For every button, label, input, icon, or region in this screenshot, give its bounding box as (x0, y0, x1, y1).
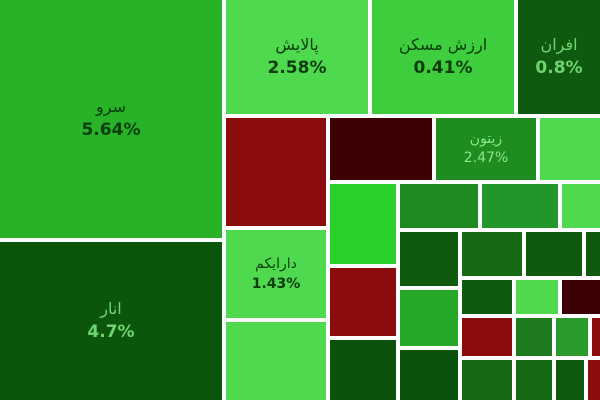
tile-name: زیتون (469, 131, 503, 147)
tile[interactable] (462, 318, 512, 356)
tile[interactable] (462, 280, 512, 314)
tile[interactable] (330, 184, 396, 264)
tile[interactable]: انار 4.7% (0, 242, 222, 400)
tile[interactable] (586, 232, 600, 276)
tile[interactable] (540, 118, 600, 180)
tile[interactable] (462, 360, 512, 400)
tile[interactable] (400, 184, 478, 228)
tile-name: افران (540, 35, 578, 54)
tile[interactable] (330, 340, 396, 400)
tile[interactable]: زیتون 2.47% (436, 118, 536, 180)
tile[interactable]: سرو 5.64% (0, 0, 222, 238)
tile-name: پالایش (275, 35, 319, 54)
tile[interactable] (516, 280, 558, 314)
tile-change: 0.8% (535, 58, 583, 78)
tile-name: سرو (96, 97, 126, 116)
tile[interactable] (516, 318, 552, 356)
tile[interactable] (330, 268, 396, 336)
tile[interactable] (562, 280, 600, 314)
tile-name: دارایکم (255, 256, 297, 272)
tile[interactable] (226, 322, 326, 400)
tile-change: 0.41% (413, 58, 473, 78)
tile[interactable] (226, 118, 326, 226)
tile[interactable] (562, 184, 600, 228)
tile-change: 1.43% (251, 276, 301, 292)
tile[interactable]: دارایکم 1.43% (226, 230, 326, 318)
tile[interactable] (330, 118, 432, 180)
tile[interactable]: پالایش 2.58% (226, 0, 368, 114)
tile-change: 4.7% (87, 322, 135, 342)
tile[interactable] (556, 360, 584, 400)
tile[interactable]: ارزش مسکن 0.41% (372, 0, 514, 114)
tile[interactable] (400, 290, 458, 346)
tile[interactable] (482, 184, 558, 228)
tile-name: انار (100, 299, 122, 318)
tile[interactable] (400, 232, 458, 286)
tile[interactable] (400, 350, 458, 400)
tile[interactable] (516, 360, 552, 400)
tile[interactable] (588, 360, 600, 400)
tile-name: ارزش مسکن (398, 35, 488, 54)
tile[interactable] (462, 232, 522, 276)
tile-change: 5.64% (81, 120, 141, 140)
tile[interactable] (556, 318, 588, 356)
tile[interactable]: افران 0.8% (518, 0, 600, 114)
tile[interactable] (526, 232, 582, 276)
tile[interactable] (592, 318, 600, 356)
tile-change: 2.58% (267, 58, 327, 78)
tile-change: 2.47% (463, 150, 509, 166)
